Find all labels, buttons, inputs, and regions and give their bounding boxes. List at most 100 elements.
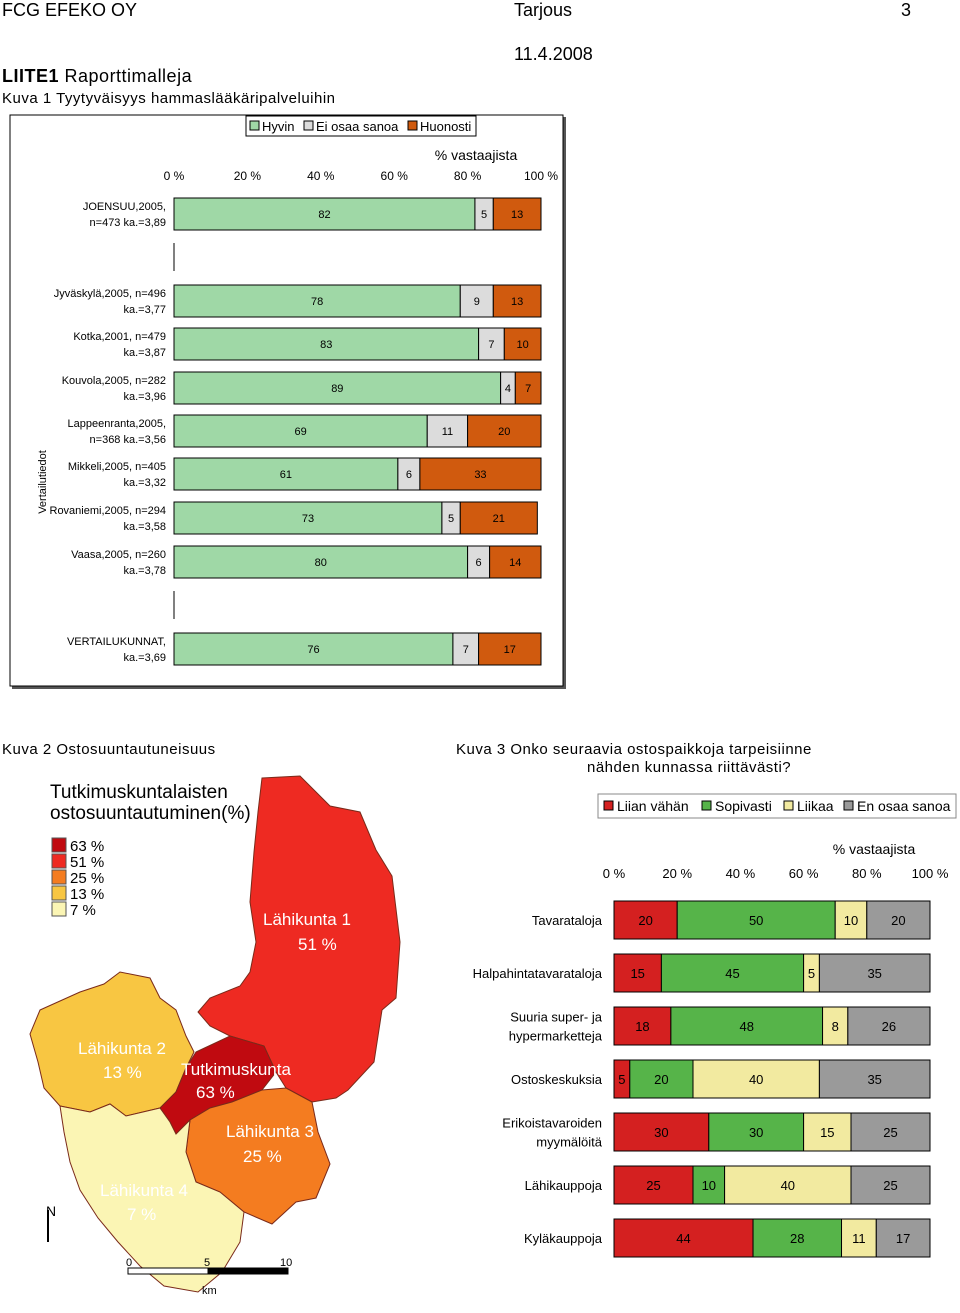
chart1-bar-segment: [419, 457, 542, 491]
chart2-x-tick-label: 100 %: [912, 866, 949, 881]
figure3-caption-line1: Kuva 3 Onko seuraavia ostospaikkoja tarp…: [456, 741, 812, 758]
chart2-data-label: 30: [654, 1125, 668, 1140]
chart2-data-label: 11: [852, 1231, 866, 1246]
chart2-data-label: 35: [867, 966, 881, 981]
chart1-legend-label: Ei osaa sanoa: [316, 119, 399, 134]
chart1-bar-segment: [452, 632, 480, 666]
chart2-data-label: 40: [749, 1072, 763, 1087]
chart2-legend-label: Liian vähän: [617, 798, 689, 814]
chart2-data-label: 10: [702, 1178, 716, 1193]
shopping-orientation-map: Tutkimuskuntalaisten ostosuuntautuminen(…: [0, 772, 430, 1313]
chart1-category-label: ka.=3,69: [123, 652, 166, 664]
chart2-data-label: 48: [739, 1019, 753, 1034]
chart1-legend-label: Hyvin: [262, 119, 295, 134]
chart1-category-label: ka.=3,87: [123, 347, 166, 359]
chart1-category-label: n=473 ka.=3,89: [90, 217, 166, 229]
chart2-x-tick-label: 40 %: [726, 866, 756, 881]
region-4-value: 7 %: [127, 1205, 156, 1224]
satisfaction-chart: Hyvin Ei osaa sanoa Huonosti % vastaajista 0…: [9, 114, 566, 689]
chart2-data-label: 30: [749, 1125, 763, 1140]
chart1-data-label: 5: [481, 209, 487, 221]
chart2-bar-segment: [847, 1006, 931, 1046]
chart2-bar-segment: [724, 1165, 852, 1205]
map-legend-label: 51 %: [70, 854, 104, 871]
chart1-legend-swatch: [249, 120, 260, 131]
chart1-category-label: Vaasa,2005, n=260: [71, 549, 166, 561]
chart1-data-label: 13: [511, 296, 523, 308]
chart1-category-label: Kotka,2001, n=479: [73, 331, 166, 343]
chart1-data-label: 83: [320, 339, 332, 351]
chart1-category-label: JOENSUU,2005,: [83, 201, 166, 213]
chart2-data-label: 8: [832, 1019, 839, 1034]
chart2-data-label: 20: [638, 913, 652, 928]
chart1-bar-segment: [173, 327, 480, 361]
map-legend-swatch: [51, 869, 67, 885]
chart2-x-tick-label: 20 %: [662, 866, 692, 881]
chart1-bar-segment: [514, 371, 542, 405]
chart2-data-label: 5: [618, 1072, 625, 1087]
shopping-places-chart: Liian vähän Sopivasti Liikaa En osaa sanoa%…: [473, 793, 957, 1258]
chart1-category-label: ka.=3,96: [123, 391, 166, 403]
chart2-data-label: 44: [676, 1231, 690, 1246]
chart2-legend-swatch: [701, 800, 712, 811]
scale-bar-left: [127, 1267, 209, 1275]
chart2-category-label: Suuria super- ja: [510, 1010, 603, 1025]
chart1-bar-segment: [492, 284, 542, 318]
region-2-value: 13 %: [103, 1063, 142, 1082]
chart1-data-label: 6: [476, 557, 482, 569]
chart1-bar-segment: [173, 371, 502, 405]
chart1-data-label: 21: [493, 513, 505, 525]
chart1-bar-segment: [173, 284, 461, 318]
chart1-data-label: 10: [517, 339, 529, 351]
chart1-x-tick-label: 100 %: [524, 169, 558, 183]
figure1-caption: Kuva 1 Tyytyväisyys hammaslääkäripalvelu…: [2, 90, 336, 107]
chart2-bar-segment: [818, 953, 931, 993]
region-tutkimus-value: 63 %: [196, 1083, 235, 1102]
chart2-bar-segment: [834, 900, 868, 940]
page-number: 3: [901, 0, 912, 20]
scale-5: 5: [204, 1257, 210, 1269]
chart2-bar-segment: [613, 1112, 710, 1152]
chart1-bar-segment: [173, 457, 399, 491]
chart2-data-label: 17: [896, 1231, 910, 1246]
chart1-category-label: Mikkeli,2005, n=405: [68, 461, 166, 473]
chart2-bar-segment: [875, 1218, 931, 1258]
chart2-bar-segment: [850, 1112, 931, 1152]
chart1-data-label: 82: [318, 209, 330, 221]
map-legend-swatch: [51, 901, 67, 917]
chart2-bar-segment: [850, 1165, 931, 1205]
chart2-legend-swatch: [603, 800, 614, 811]
chart1-x-tick-label: 40 %: [307, 169, 335, 183]
chart1-bar-segment: [459, 501, 538, 535]
scale-unit: km: [202, 1285, 217, 1297]
chart2-legend-box: [597, 793, 957, 819]
chart1-bar-segment: [489, 545, 542, 579]
chart1-x-tick-label: 0 %: [164, 169, 185, 183]
chart1-category-label: VERTAILUKUNNAT,: [67, 636, 166, 648]
chart2-data-label: 5: [808, 966, 815, 981]
company-name: FCG EFEKO OY: [2, 0, 138, 20]
map-legend-swatch: [51, 885, 67, 901]
chart1-data-label: 17: [504, 644, 516, 656]
chart1-bar-segment: [173, 632, 454, 666]
chart1-data-label: 20: [498, 426, 510, 438]
chart2-legend-label: Liikaa: [797, 798, 834, 814]
chart1-data-label: 13: [511, 209, 523, 221]
chart1-data-label: 6: [406, 469, 412, 481]
map-legend-label: 25 %: [70, 870, 104, 887]
region-3-name: Lähikunta 3: [226, 1122, 314, 1141]
scale-0: 0: [126, 1257, 132, 1269]
chart2-data-label: 15: [630, 966, 644, 981]
document-date: 11.4.2008: [514, 44, 593, 64]
chart1-data-label: 69: [294, 426, 306, 438]
map-title-line1: Tutkimuskuntalaisten: [50, 782, 228, 803]
chart2-data-label: 40: [781, 1178, 795, 1193]
chart1-bar-segment: [173, 545, 469, 579]
chart2-category-label: Kyläkauppoja: [524, 1231, 603, 1246]
chart2-legend-swatch: [783, 800, 794, 811]
chart2-category-label: Ostoskeskuksia: [511, 1072, 603, 1087]
chart2-bar-segment: [692, 1165, 726, 1205]
appendix-subtitle: Raporttimalleja: [64, 66, 193, 86]
chart2-category-label: Halpahintatavarataloja: [473, 966, 603, 981]
chart1-x-tick-label: 20 %: [234, 169, 262, 183]
